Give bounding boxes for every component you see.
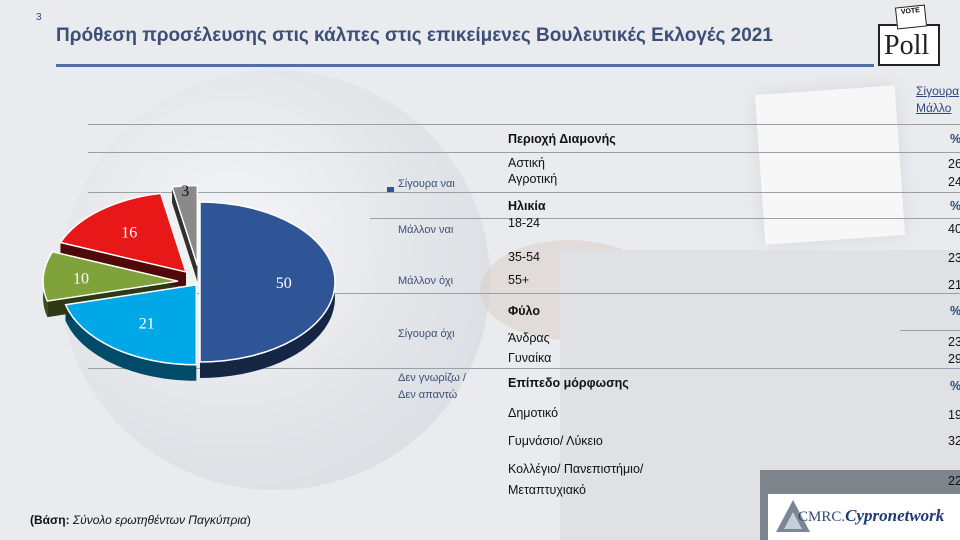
base-note-label: (Βάση: <box>30 513 70 527</box>
row-label-age-18-24: 18-24 <box>508 216 540 230</box>
row-label-secondary: Γυμνάσιο/ Λύκειο <box>508 434 603 448</box>
pie-slice-2 <box>42 250 179 302</box>
page-title: Πρόθεση προσέλευσης στις κάλπες στις επι… <box>56 25 773 46</box>
segment-heading-gender: Φύλο <box>508 304 540 318</box>
row-value-secondary: 32 <box>948 434 960 448</box>
base-note: (Βάση: Σύνολο ερωτηθέντων Παγκύπρια) <box>30 513 251 527</box>
row-value-female: 29 <box>948 352 960 366</box>
row-value-age-55-plus: 21 <box>948 278 960 292</box>
segment-pct-residence: % <box>950 132 960 146</box>
pie-slice-3 <box>59 192 188 273</box>
table-rule <box>88 368 960 369</box>
legend-item-surely-no: Σίγουρα όχι <box>398 328 455 340</box>
pie-slice-side-1 <box>65 304 197 381</box>
legend-item-rather-no: Μάλλον όχι <box>398 275 454 287</box>
pie-data-label-4: 3 <box>181 183 189 200</box>
legend-item-dont-know-line2: Δεν απαντώ <box>398 389 458 401</box>
pie-data-label-0: 50 <box>276 275 292 292</box>
row-label-primary: Δημοτικό <box>508 406 559 420</box>
segment-pct-education: % <box>950 379 960 393</box>
row-label-male: Άνδρας <box>508 331 550 345</box>
segment-heading-residence: Περιοχή Διαμονής <box>508 132 616 146</box>
row-value-urban: 26 <box>948 157 960 171</box>
table-rule <box>370 218 960 219</box>
poll-logo-word: Poll <box>884 30 930 61</box>
row-value-male: 23 <box>948 335 960 349</box>
segment-heading-education: Επίπεδο μόρφωσης <box>508 376 629 390</box>
row-value-tertiary: 22 <box>948 474 960 488</box>
column-header-line1: Σίγουρα <box>916 84 960 98</box>
title-underline <box>56 64 874 67</box>
pie-slice-4 <box>171 184 199 266</box>
table-rule <box>88 152 960 153</box>
row-value-age-18-24: 40 <box>948 222 960 236</box>
cmrc-prefix: CMRC. <box>798 509 846 525</box>
column-header-line2: Μάλλο <box>916 101 952 115</box>
segment-heading-age: Ηλικία <box>508 199 546 213</box>
row-value-rural: 24 <box>948 175 960 189</box>
row-label-urban: Αστική <box>508 156 545 170</box>
table-rule <box>88 124 960 125</box>
legend-item-dont-know: Δεν γνωρίζω / <box>398 372 466 384</box>
base-note-text: Σύνολο ερωτηθέντων Παγκύπρια <box>72 513 247 527</box>
legend-item-surely-yes: Σίγουρα ναι <box>398 178 455 190</box>
cmrc-logo-text: CMRC.Cypronetwork <box>798 506 944 526</box>
cmrc-inner-triangle-icon <box>784 512 802 529</box>
row-label-age-55-plus: 55+ <box>508 273 530 287</box>
cmrc-brand: Cypronetwork <box>845 506 945 525</box>
pie-data-label-2: 10 <box>73 271 89 288</box>
pie-data-label-3: 16 <box>121 224 137 241</box>
segment-pct-age: % <box>950 199 960 213</box>
row-value-age-35-54: 23 <box>948 251 960 265</box>
slide-number: 3 <box>36 12 42 23</box>
row-label-female: Γυναίκα <box>508 351 552 365</box>
base-note-close: ) <box>246 513 251 527</box>
row-label-age-35-54: 35-54 <box>508 250 540 264</box>
poll-logo: VOTE Poll <box>876 4 944 66</box>
cmrc-logo: CMRC.Cypronetwork <box>768 494 960 540</box>
pie-slice-wall-4-0 <box>172 186 198 282</box>
table-rule <box>88 293 960 294</box>
pie-data-label-1: 21 <box>139 316 155 333</box>
pie-slice-0 <box>199 201 336 363</box>
table-rule <box>900 330 960 331</box>
row-value-primary: 19 <box>948 408 960 422</box>
legend-item-rather-yes: Μάλλον ναι <box>398 224 454 236</box>
legend-marker <box>387 187 394 192</box>
table-rule <box>88 192 960 193</box>
row-label-tertiary: Κολλέγιο/ Πανεπιστήμιο/ <box>508 462 644 476</box>
pie-slice-1 <box>64 283 198 366</box>
row-label-tertiary-line2: Μεταπτυχιακό <box>508 483 586 497</box>
row-label-rural: Αγροτική <box>508 172 558 186</box>
segment-pct-gender: % <box>950 304 960 318</box>
